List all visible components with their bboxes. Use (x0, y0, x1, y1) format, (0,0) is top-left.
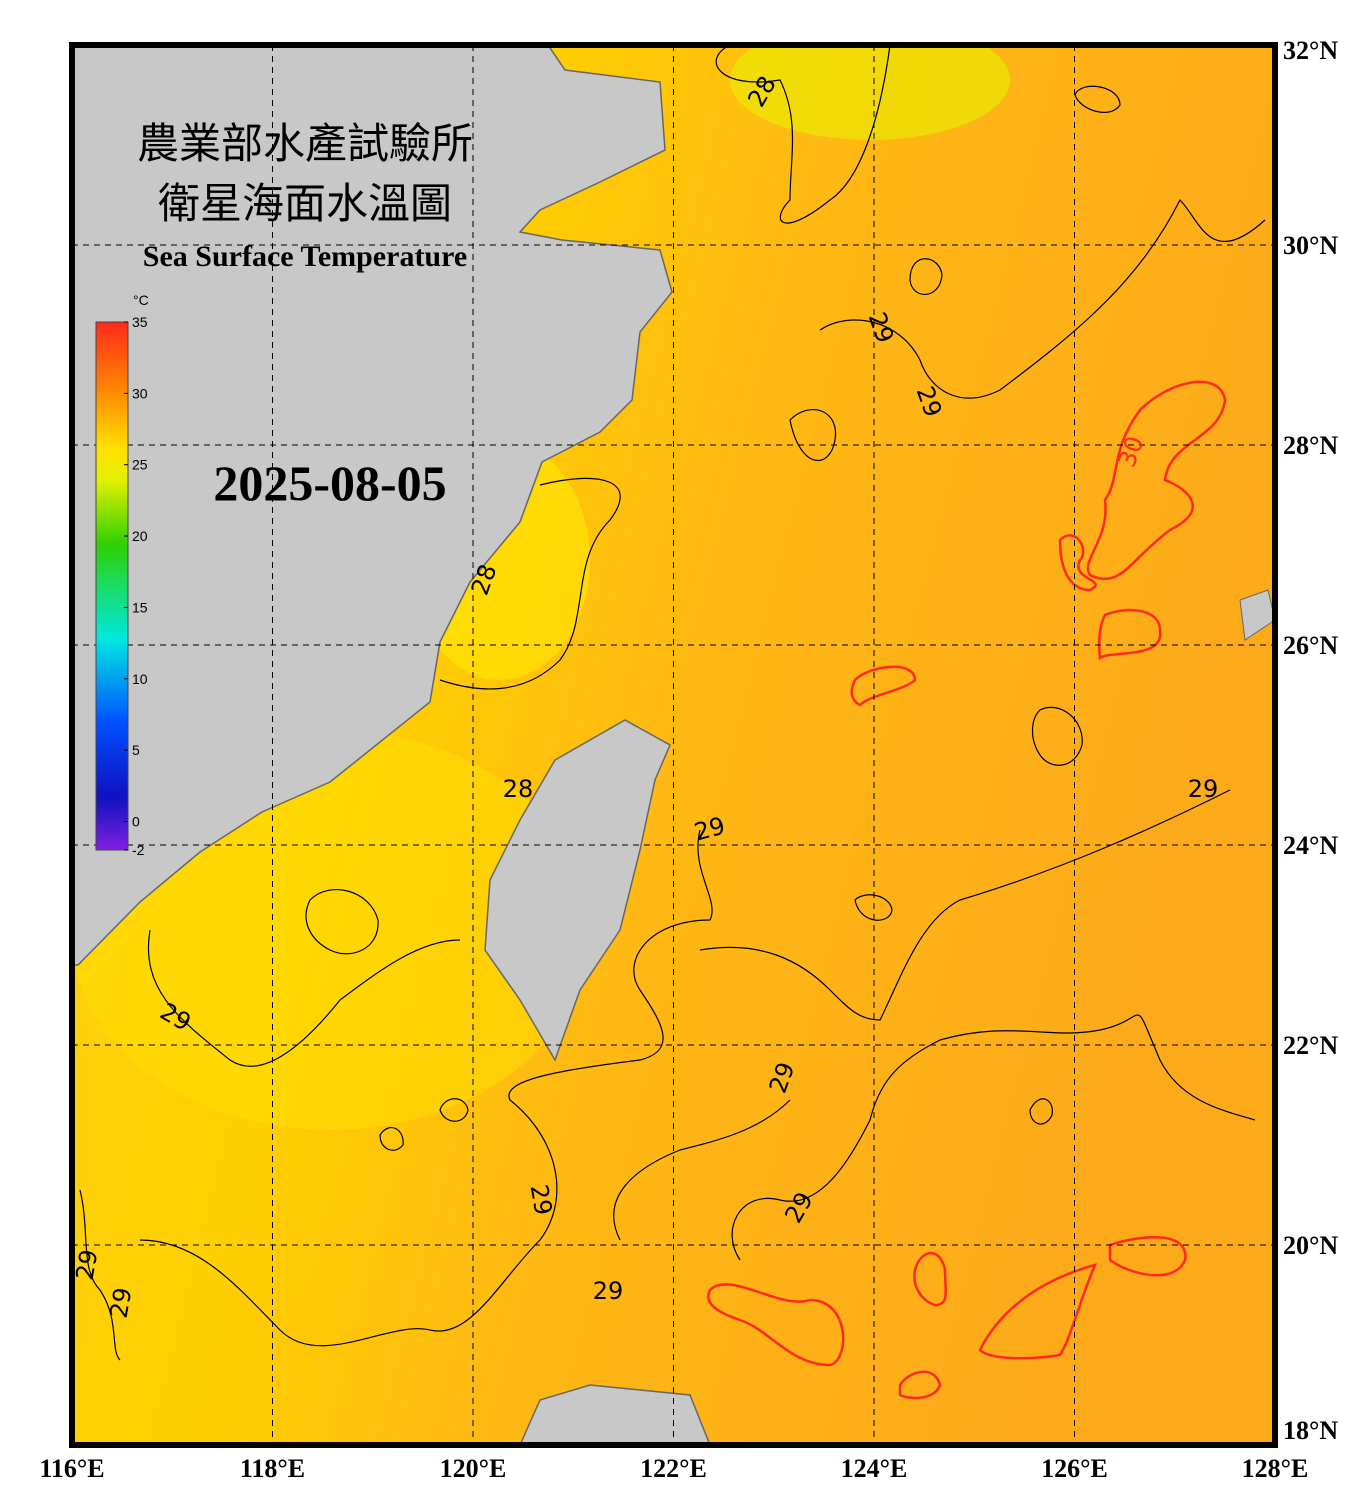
contour-label: 29 (1188, 775, 1219, 803)
land-china (72, 45, 673, 966)
contour-label: 29 (105, 1285, 138, 1320)
y-tick-label: 26°N (1283, 631, 1338, 660)
x-tick-label: 116°E (39, 1454, 104, 1483)
x-tick-label: 126°E (1041, 1454, 1108, 1483)
y-tick-label: 28°N (1283, 431, 1338, 460)
y-tick-label: 32°N (1283, 36, 1338, 65)
land-luzon (519, 1384, 711, 1445)
x-tick-label: 118°E (240, 1454, 305, 1483)
colorbar-tick-label: 35 (132, 314, 148, 330)
colorbar (95, 321, 129, 851)
y-tick-label: 22°N (1283, 1031, 1338, 1060)
colorbar-ticks: 35 30 25 20 15 10 5 0 -2 (124, 314, 148, 858)
x-tick-label: 122°E (640, 1454, 707, 1483)
sea-warm-area (730, 45, 1010, 140)
colorbar-tick-label: 0 (132, 813, 140, 829)
colorbar-tick-label: 30 (132, 385, 148, 401)
axes-labels: 116°E 118°E 120°E 122°E 124°E 126°E 128°E 18°N 2… (39, 36, 1338, 1483)
x-tick-label: 124°E (841, 1454, 908, 1483)
colorbar-tick-label: -2 (132, 842, 145, 858)
y-tick-label: 30°N (1283, 231, 1338, 260)
date: 2025-08-05 (213, 455, 446, 511)
contours-red (707, 380, 1227, 1400)
title: 農業部水產試驗所 (137, 121, 473, 168)
contour-label: 29 (71, 1247, 104, 1282)
colorbar-tick-label: 5 (132, 742, 140, 758)
grid (72, 45, 1275, 1445)
colorbar-tick-label: 15 (132, 599, 148, 615)
colorbar-tick-label: 10 (132, 671, 148, 687)
colorbar-tick-label: 20 (132, 528, 148, 544)
contour-label: 28 (503, 775, 534, 803)
y-tick-label: 18°N (1283, 1416, 1338, 1445)
y-tick-label: 20°N (1283, 1231, 1338, 1260)
colorbar-tick-label: 25 (132, 457, 148, 473)
colorbar-unit: °C (133, 292, 149, 308)
subtitle: 衛星海面水溫圖 (158, 182, 452, 228)
land-island (1239, 589, 1275, 641)
contours-black (79, 45, 1266, 1361)
contour-label: 29 (593, 1277, 624, 1305)
x-tick-label: 120°E (440, 1454, 507, 1483)
x-tick-label: 128°E (1242, 1454, 1309, 1483)
land-taiwan (484, 719, 671, 1062)
map-frame (69, 42, 1278, 1448)
contour-label: 29 (525, 1182, 558, 1217)
caption: Sea Surface Temperature (143, 240, 467, 273)
y-tick-label: 24°N (1283, 831, 1338, 860)
